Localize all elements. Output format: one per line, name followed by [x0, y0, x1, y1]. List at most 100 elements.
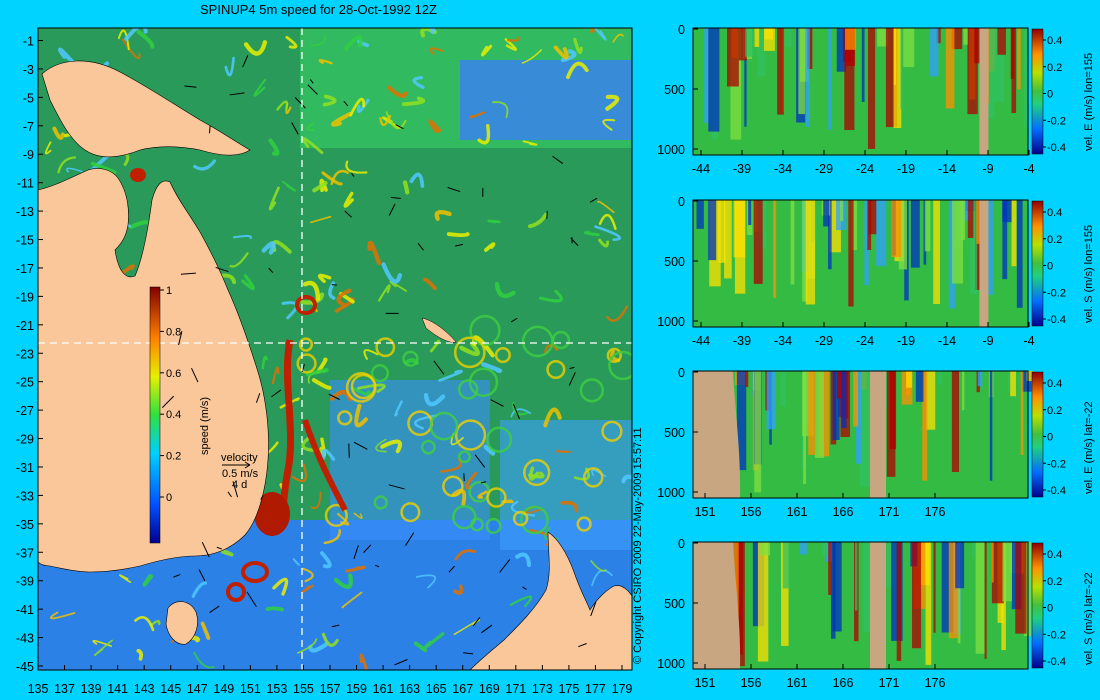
section-colorbar: [1031, 371, 1044, 498]
new-caledonia-land: [421, 317, 457, 343]
section-x-tick: 151: [695, 505, 716, 519]
section-x-tick: -39: [733, 334, 751, 348]
section-panel-2: 0 500 1000 -44 -39 -34 -29 -24 -19 -14 -9 -4 0.4 0.2 0…: [657, 195, 1095, 348]
section-colorbar-tick: 0: [1047, 89, 1053, 101]
section-land-mask: [979, 28, 989, 155]
speed-colorbar-tick: 1: [166, 285, 172, 297]
section-x-tick: -19: [897, 162, 915, 176]
speed-map: -1 -3 -5 -7 -9 -11 -13 -15 -17 -19 -21 -23 -25 -27 -29…: [16, 27, 633, 696]
section-colorbar-tick: 0.4: [1047, 549, 1062, 561]
section-colorbar-tick: 0: [1047, 432, 1053, 444]
new-guinea-land: [41, 60, 251, 158]
section-colorbar-tick: -0.2: [1047, 115, 1066, 127]
map-title: SPINUP4 5m speed for 28-Oct-1992 12Z: [200, 2, 438, 17]
section-x-tick: -34: [774, 334, 792, 348]
speed-colorbar-label: speed (m/s): [199, 397, 211, 455]
lon-tick-label: 143: [134, 682, 155, 696]
section-colorbar-tick: -0.4: [1047, 314, 1066, 326]
section-x-tick: -39: [733, 162, 751, 176]
lat-tick-label: -13: [16, 205, 34, 219]
section-land-mask: [693, 371, 741, 498]
lat-tick-label: -41: [16, 603, 34, 617]
lat-tick-label: -25: [16, 376, 34, 390]
lat-tick-label: -29: [16, 433, 34, 447]
lat-tick-label: -17: [16, 262, 34, 276]
section-colorbar-tick: 0.4: [1047, 378, 1062, 390]
lon-tick-label: 163: [399, 682, 420, 696]
lat-tick-label: -37: [16, 546, 34, 560]
section-velocity-field: [693, 371, 1034, 493]
section-panel-label: vel. E (m/s) lon=155: [1083, 53, 1095, 151]
lon-tick-label: 171: [505, 682, 526, 696]
new-zealand-land: [469, 531, 632, 670]
section-x-tick: -44: [692, 334, 710, 348]
section-depth-tick: 500: [664, 255, 685, 269]
section-colorbar: [1031, 542, 1044, 669]
lat-tick-label: -27: [16, 404, 34, 418]
lat-tick-label: -15: [16, 234, 34, 248]
lat-tick-label: -11: [17, 177, 34, 191]
section-x-tick: -29: [815, 334, 833, 348]
section-x-tick: -4: [1023, 334, 1034, 348]
lat-tick-label: -9: [23, 148, 34, 162]
section-colorbar-tick: 0.2: [1047, 62, 1062, 74]
lat-tick-label: -39: [16, 575, 34, 589]
section-panel-label: vel. E (m/s) lat=-22: [1083, 401, 1095, 494]
lon-tick-label: 135: [28, 682, 49, 696]
velocity-key-title: velocity: [221, 452, 258, 464]
section-depth-tick: 0: [678, 537, 685, 551]
speed-colorbar-tick: 0: [166, 492, 172, 504]
section-colorbar-tick: -0.4: [1047, 485, 1066, 497]
section-depth-tick: 1000: [657, 143, 685, 157]
lon-tick-label: 147: [187, 682, 208, 696]
section-colorbar: [1031, 28, 1044, 155]
lon-tick-label: 165: [426, 682, 447, 696]
section-x-tick: -24: [856, 334, 874, 348]
lat-tick-label: -23: [16, 347, 34, 361]
speed-colorbar-tick: 0.6: [166, 368, 181, 380]
section-land-mask: [693, 542, 741, 669]
section-x-tick: -14: [938, 162, 956, 176]
section-x-tick: 176: [925, 676, 946, 690]
section-colorbar-tick: 0: [1047, 603, 1053, 615]
section-x-tick: 166: [833, 505, 854, 519]
section-colorbar-tick: -0.2: [1047, 629, 1066, 641]
speed-colorbar: [149, 286, 161, 544]
velocity-key-days: 4 d: [232, 479, 247, 491]
map-frame: [37, 27, 633, 671]
lon-tick-label: 159: [346, 682, 367, 696]
section-colorbar-tick: 0: [1047, 261, 1053, 273]
lat-tick-label: -1: [23, 35, 34, 49]
lon-tick-label: 167: [452, 682, 473, 696]
speed-colorbar-tick: 0.2: [166, 451, 181, 463]
section-panel-1: 0 500 1000 -44 -39 -34 -29 -24 -19 -14 -9 -4 0.4 0.2 0…: [657, 23, 1095, 176]
section-x-tick: 176: [925, 505, 946, 519]
section-x-tick: -4: [1023, 162, 1034, 176]
velocity-vectors: [161, 55, 598, 666]
lon-tick-label: 141: [107, 682, 128, 696]
section-colorbar-tick: -0.4: [1047, 656, 1066, 668]
section-depth-tick: 500: [664, 426, 685, 440]
section-x-tick: 171: [879, 676, 900, 690]
section-colorbar-tick: 0.4: [1047, 207, 1062, 219]
lat-tick-label: -7: [23, 120, 34, 134]
lon-tick-label: 179: [612, 682, 633, 696]
lat-tick-label: -35: [16, 518, 34, 532]
section-colorbar: [1031, 200, 1044, 327]
lon-tick-label: 169: [479, 682, 500, 696]
section-panel-label: vel. S (m/s) lon=155: [1083, 225, 1095, 323]
section-x-tick: -9: [982, 162, 993, 176]
lon-tick-label: 173: [532, 682, 553, 696]
section-panel-label: vel. S (m/s) lat=-22: [1083, 572, 1095, 665]
section-depth-tick: 0: [678, 366, 685, 380]
lon-tick-label: 153: [266, 682, 287, 696]
section-depth-tick: 500: [664, 83, 685, 97]
lat-tick-label: -3: [23, 63, 34, 77]
speed-colorbar-ticks: 1 0.8 0.6 0.4 0.2 0: [160, 285, 181, 504]
lat-tick-label: -21: [16, 319, 34, 333]
lon-tick-label: 175: [558, 682, 579, 696]
section-colorbar-tick: -0.2: [1047, 458, 1066, 470]
lon-tick-label: 155: [293, 682, 314, 696]
lat-tick-label: -5: [23, 91, 34, 105]
section-x-tick: 161: [787, 505, 808, 519]
